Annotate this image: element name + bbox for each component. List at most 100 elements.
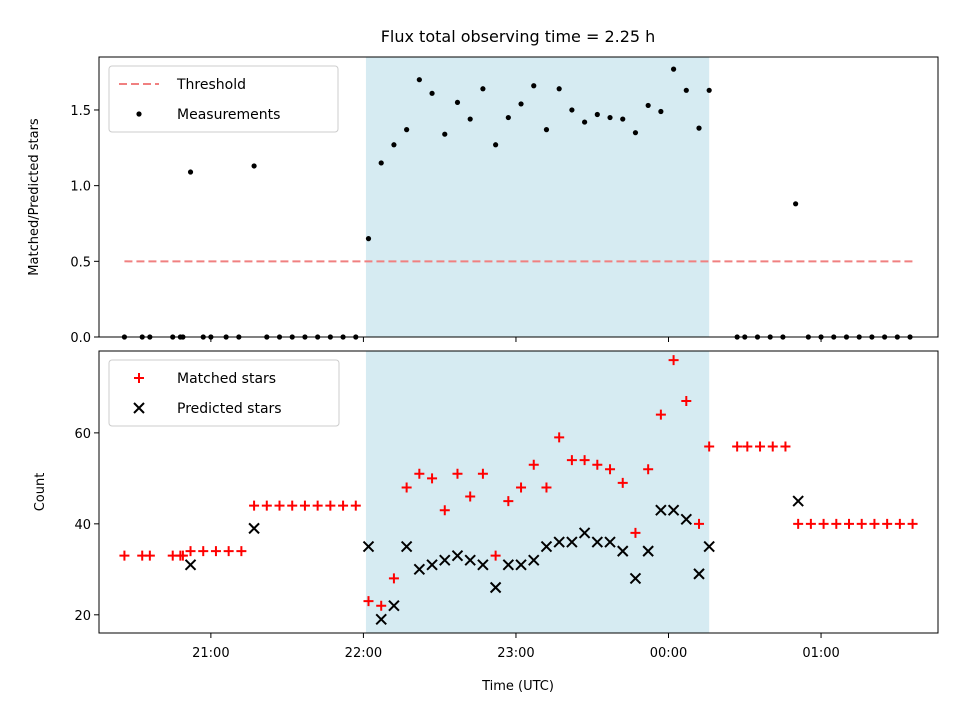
point-predicted-star xyxy=(439,554,451,566)
point-matched-star xyxy=(249,500,260,511)
point-matched-star xyxy=(592,459,603,470)
point-matched-star xyxy=(630,527,641,538)
point-matched-star xyxy=(185,546,196,557)
point-predicted-star xyxy=(591,536,604,548)
point-measurement xyxy=(706,87,712,93)
panel-bottom-ylabel: Count xyxy=(33,473,48,512)
point-measurement xyxy=(556,86,562,92)
legend-measurements-swatch xyxy=(136,111,142,117)
point-matched-star xyxy=(452,468,463,479)
panel-top-yticks: 0.0 0.5 1.0 1.5 xyxy=(70,104,99,346)
point-matched-star xyxy=(401,482,412,493)
legend-predicted-swatch xyxy=(133,402,145,414)
point-measurement xyxy=(480,86,486,92)
point-matched-star xyxy=(312,500,323,511)
point-measurement xyxy=(518,101,524,107)
point-measurement xyxy=(378,160,384,166)
point-measurement xyxy=(569,107,575,113)
point-measurement xyxy=(620,116,626,122)
point-matched-star xyxy=(198,546,209,557)
y-tick-label: 40 xyxy=(74,518,91,533)
panel-bottom-yticks: 20 40 60 xyxy=(74,427,99,624)
point-matched-star xyxy=(742,441,753,452)
point-predicted-star xyxy=(375,613,387,626)
point-matched-star xyxy=(755,441,766,452)
point-matched-star xyxy=(694,518,705,529)
point-matched-star xyxy=(177,550,188,561)
point-measurement xyxy=(505,114,511,121)
point-matched-star xyxy=(119,550,130,561)
point-measurement xyxy=(645,102,651,109)
point-predicted-star xyxy=(792,495,804,507)
point-measurement xyxy=(416,77,422,83)
point-measurement xyxy=(670,66,677,72)
point-predicted-star xyxy=(528,554,540,566)
point-matched-star xyxy=(668,355,679,366)
point-matched-star xyxy=(503,496,514,507)
panel-top-frame xyxy=(98,56,939,338)
point-matched-star xyxy=(376,600,387,611)
point-matched-star xyxy=(605,464,616,475)
point-matched-star xyxy=(793,518,804,529)
point-measurement xyxy=(467,116,473,122)
point-matched-star xyxy=(325,500,336,511)
panel-top: 0.0 0.5 1.0 1.5 Flux total observing time =… xyxy=(27,27,939,346)
x-tick-label: 21:00 xyxy=(192,646,229,661)
panel-top-xticks xyxy=(210,337,822,342)
panel-bottom-legend: Matched stars Predicted stars xyxy=(108,359,340,427)
point-predicted-star xyxy=(540,540,553,553)
point-matched-star xyxy=(780,441,791,452)
point-matched-star xyxy=(439,505,450,516)
legend-box xyxy=(108,65,339,133)
legend-label: Threshold xyxy=(176,77,246,93)
x-tick-label: 23:00 xyxy=(497,646,534,661)
x-tick-label: 01:00 xyxy=(802,646,839,661)
point-matched-star xyxy=(144,550,155,561)
point-measurement xyxy=(531,83,537,89)
chart-title: Flux total observing time = 2.25 h xyxy=(381,27,656,46)
point-predicted-star xyxy=(553,536,565,548)
y-tick-label: 60 xyxy=(74,427,91,442)
point-predicted-star xyxy=(604,536,616,548)
point-measurement xyxy=(683,87,689,93)
point-matched-star xyxy=(907,518,918,529)
point-matched-star xyxy=(465,491,476,502)
point-measurement xyxy=(429,90,435,96)
point-predicted-star xyxy=(362,540,375,553)
x-tick-label: 00:00 xyxy=(650,646,687,661)
x-tick-label: 22:00 xyxy=(345,646,382,661)
point-measurement xyxy=(454,99,461,106)
point-predicted-star xyxy=(489,581,502,594)
point-matched-star xyxy=(236,546,247,557)
point-matched-star xyxy=(831,518,842,529)
point-measurement xyxy=(442,131,448,137)
point-measurement xyxy=(187,169,194,175)
panel-bottom-xticks: 21:00 22:00 23:00 00:00 01:00 xyxy=(192,633,840,661)
point-matched-star xyxy=(516,482,527,493)
point-matched-star xyxy=(655,409,666,420)
point-predicted-star xyxy=(248,522,260,535)
point-matched-star xyxy=(477,468,488,479)
legend-box xyxy=(108,359,340,427)
point-predicted-star xyxy=(426,559,438,571)
point-measurement xyxy=(632,130,639,136)
point-matched-star xyxy=(414,468,425,479)
legend-label: Predicted stars xyxy=(177,401,282,417)
point-predicted-star xyxy=(703,540,715,553)
point-matched-star xyxy=(363,596,374,607)
point-predicted-star xyxy=(566,536,578,548)
panel-bottom-points xyxy=(119,355,918,626)
point-matched-star xyxy=(388,573,399,584)
point-matched-star xyxy=(681,396,692,407)
point-matched-star xyxy=(869,518,880,529)
point-matched-star xyxy=(299,500,310,511)
point-matched-star xyxy=(223,546,234,557)
legend-label: Measurements xyxy=(177,107,280,123)
point-matched-star xyxy=(767,441,778,452)
point-matched-star xyxy=(643,464,654,475)
point-predicted-star xyxy=(642,545,654,557)
point-measurement xyxy=(404,127,410,133)
y-tick-label: 0.0 xyxy=(70,331,91,346)
point-matched-star xyxy=(528,459,539,470)
panel-bottom: 20 40 60 21:00 22:00 23:00 00:00 01:00 Time (U… xyxy=(33,350,939,694)
